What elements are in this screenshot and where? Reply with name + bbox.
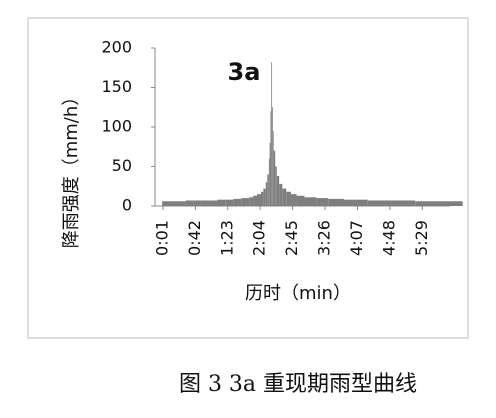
x-tick-label: 5:29 (412, 220, 431, 256)
x-tick-label: 4:48 (379, 220, 398, 256)
bar (391, 200, 416, 206)
bar (367, 200, 392, 206)
bar (225, 199, 234, 206)
bar (263, 188, 266, 206)
chart-frame (27, 17, 469, 339)
x-tick-label: 4:07 (347, 220, 366, 256)
annotation: 3a (228, 58, 261, 86)
bar (344, 199, 368, 206)
bar (270, 111, 272, 206)
x-tick-label: 3:26 (315, 220, 334, 256)
bar (260, 191, 264, 206)
y-tick-label: 150 (101, 77, 132, 96)
x-tick-label: 0:42 (185, 220, 204, 256)
x-tick-label: 2:45 (282, 220, 301, 256)
bar (272, 107, 273, 206)
bar (276, 175, 280, 206)
bar (269, 142, 271, 206)
y-tick-label: 0 (122, 196, 132, 215)
bar (438, 201, 463, 206)
bar (265, 182, 268, 206)
bar (279, 183, 283, 206)
bar (282, 188, 287, 206)
bar (268, 158, 270, 206)
bar (241, 198, 250, 206)
x-tick-label: 2:04 (250, 220, 269, 256)
bar (271, 62, 273, 206)
bar (316, 198, 329, 206)
bar (267, 174, 269, 206)
bar (201, 200, 210, 206)
bar (249, 197, 254, 206)
bar (177, 201, 186, 206)
bar (273, 150, 276, 206)
caption: 图 3 3a 重现期雨型曲线 (179, 372, 417, 397)
bar (304, 197, 317, 206)
bar (272, 130, 274, 206)
bar (233, 198, 242, 206)
bar (257, 194, 261, 206)
y-axis-label: 降雨强度（mm/h） (61, 88, 82, 249)
y-tick-label: 50 (112, 156, 132, 175)
y-tick-label: 200 (101, 38, 132, 57)
bar (328, 198, 345, 206)
bar (209, 200, 218, 206)
bar (193, 200, 202, 206)
bar (291, 194, 297, 206)
x-axis-label: 历时（min） (245, 283, 351, 304)
bar (217, 199, 226, 206)
bar (415, 201, 439, 206)
bar (185, 200, 194, 206)
bar (286, 191, 292, 206)
bar (253, 195, 258, 206)
bar (275, 166, 277, 206)
y-tick-label: 100 (101, 117, 132, 136)
bar (170, 201, 178, 206)
bar (162, 201, 171, 206)
x-tick-label: 1:23 (217, 220, 236, 256)
bar (296, 195, 305, 206)
x-tick-label: 0:01 (152, 220, 171, 256)
